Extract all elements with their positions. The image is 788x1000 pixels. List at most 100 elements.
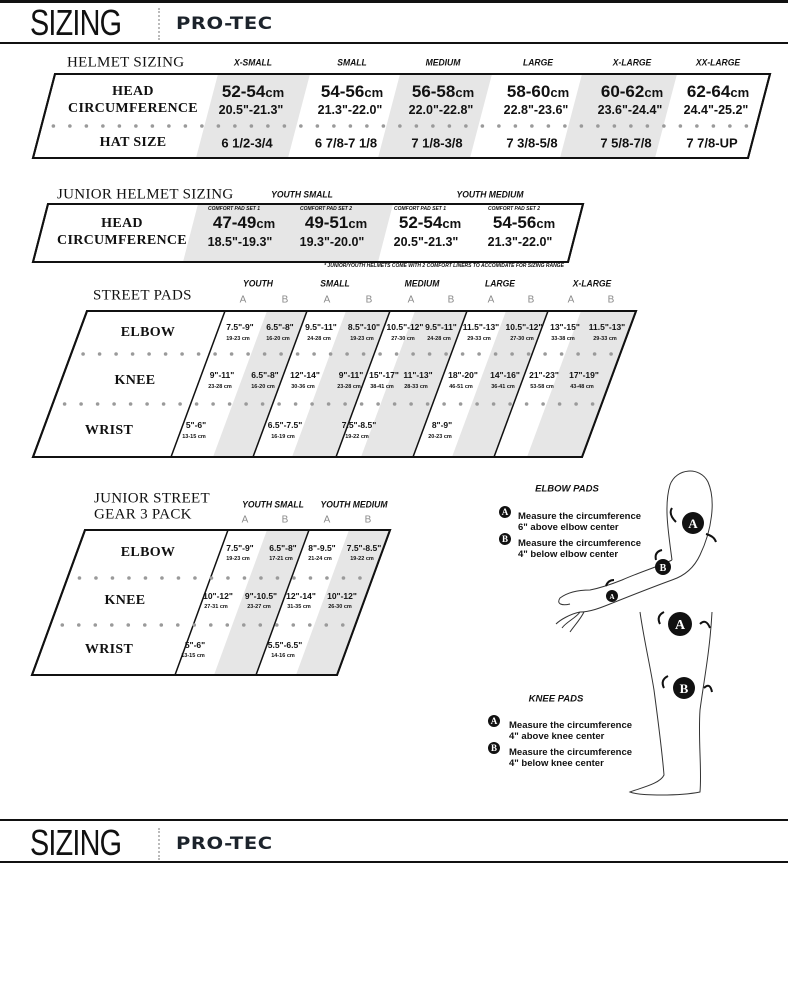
size-cm: 14-16 cm — [271, 653, 295, 659]
street-pads-table-shade-column — [292, 311, 390, 457]
cm-range: 56-58 — [411, 82, 456, 101]
knee-a-marker — [668, 612, 692, 636]
dot — [497, 124, 501, 128]
footer-top-rule — [0, 819, 788, 821]
dot — [378, 352, 382, 356]
column-a-label: A — [567, 294, 575, 306]
head-circumference-label: HEAD — [101, 216, 143, 231]
cm-unit: cm — [364, 85, 384, 100]
column-b-label: B — [607, 294, 615, 306]
dot — [612, 124, 617, 128]
cm-unit: cm — [442, 216, 462, 231]
junior-street-table-shade-column — [214, 530, 309, 675]
dot — [76, 623, 81, 627]
cm-range: 49-51 — [304, 213, 349, 232]
leg-outline — [628, 611, 713, 796]
dot — [84, 124, 89, 128]
dot — [259, 576, 263, 580]
dot — [590, 402, 595, 406]
measure-a-badge: A — [499, 506, 511, 518]
junior-cm-value: 54-56cm — [493, 213, 555, 233]
cm-unit: cm — [265, 85, 285, 100]
dot — [524, 402, 529, 406]
cm-range: 52-54 — [221, 82, 266, 101]
size-inches: 14"-16" — [490, 370, 520, 380]
dot — [110, 576, 115, 580]
helmet-inch-value: 20.5"-21.3" — [218, 103, 284, 117]
dot — [183, 124, 188, 128]
street-size-header: YOUTH — [243, 278, 273, 290]
junior-street-table-row-divider — [60, 623, 345, 627]
dot — [425, 402, 430, 406]
dot — [260, 402, 265, 406]
knee-measure-line: 4" above knee center — [509, 731, 605, 742]
cm-unit: cm — [455, 85, 475, 100]
junior-helmet-title: JUNIOR HELMET SIZING — [57, 186, 234, 203]
helmet-cm-value: 60-62cm — [601, 82, 663, 102]
arrow-icon — [605, 579, 615, 587]
dot — [275, 576, 280, 580]
size-cm: 24-28 cm — [307, 336, 331, 342]
column-b-label: B — [365, 294, 373, 306]
dot — [101, 124, 105, 128]
dot — [97, 352, 102, 356]
size-inches: 10.5"-12" — [386, 322, 424, 332]
dot — [361, 352, 366, 356]
column-b-label: B — [447, 294, 455, 306]
dot — [94, 576, 98, 580]
dot — [143, 576, 148, 580]
dot — [458, 402, 463, 406]
dot — [167, 124, 171, 128]
junior-helmet-table-border — [31, 203, 585, 263]
hat-size-value: 7 7/8-UP — [686, 135, 738, 151]
helmet-inch-value: 24.4"-25.2" — [683, 103, 749, 117]
dot — [609, 352, 613, 356]
street-pads-table-column-separator — [252, 310, 308, 458]
helmet-inch-value: 21.3"-22.0" — [317, 103, 383, 117]
street-pads-table-shade-column — [527, 311, 636, 457]
dot — [326, 402, 331, 406]
junior-street-title: JUNIOR STREET — [94, 490, 210, 507]
dot — [93, 623, 98, 627]
arrow-icon — [657, 611, 665, 625]
dot — [557, 402, 562, 406]
footer-bottom-rule — [0, 861, 788, 863]
dot — [563, 124, 567, 128]
cm-unit: cm — [256, 216, 276, 231]
dot — [392, 402, 397, 406]
dot — [295, 352, 300, 356]
dot — [645, 124, 650, 128]
dot — [592, 352, 597, 356]
column-a-label: A — [239, 294, 247, 306]
helmet-inch-value: 22.8"-23.6" — [503, 103, 569, 117]
size-inches: 9.5"-11" — [305, 322, 337, 332]
dot — [180, 352, 184, 356]
dot — [216, 124, 221, 128]
dot — [126, 623, 131, 627]
size-inches: 10"-12" — [203, 591, 233, 601]
size-cm: 13-15 cm — [182, 434, 206, 440]
size-cm: 23-28 cm — [208, 384, 232, 390]
knee-measure-line: Measure the circumference — [509, 747, 633, 758]
helmet-size-header: X-LARGE — [612, 57, 652, 69]
street-pads-table-column-separator — [335, 310, 391, 458]
size-cm: 19-23 cm — [350, 336, 374, 342]
junior-inch-value: 21.3"-22.0" — [487, 235, 553, 249]
elbow-measure-line: Measure the circumference — [518, 538, 642, 549]
head-circumference-label: HEAD — [112, 84, 154, 99]
size-inches: 6.5"-8" — [251, 370, 279, 380]
dot — [541, 402, 545, 406]
column-b-label: B — [281, 294, 289, 306]
dot — [340, 623, 345, 627]
size-inches: 6.5"-8" — [266, 322, 294, 332]
dot — [95, 402, 100, 406]
dot — [229, 352, 234, 356]
dot — [711, 124, 716, 128]
dot — [444, 352, 448, 356]
elbow-measure-line: 4" below elbow center — [518, 549, 619, 560]
junior-street-title: GEAR 3 PACK — [94, 506, 192, 523]
dot — [530, 124, 534, 128]
junior-street-size-header: YOUTH MEDIUM — [320, 499, 388, 511]
helmet-cm-value: 56-58cm — [412, 82, 474, 102]
